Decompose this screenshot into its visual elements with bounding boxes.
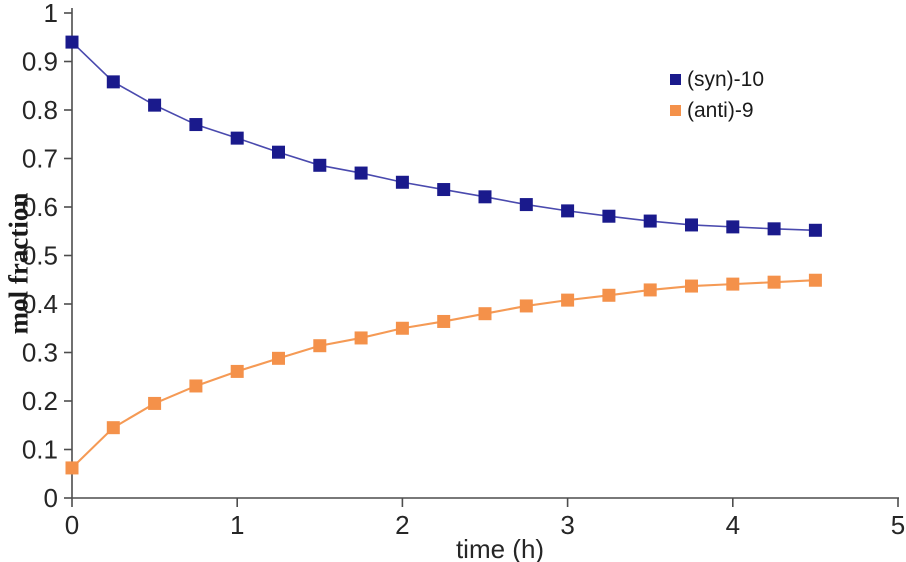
svg-text:0.8: 0.8 [22,95,58,125]
svg-text:1: 1 [230,510,244,540]
svg-text:0.7: 0.7 [22,144,58,174]
y-axis-title: mol fraction [3,192,34,335]
svg-text:5: 5 [891,510,905,540]
svg-text:0.3: 0.3 [22,338,58,368]
svg-text:0.2: 0.2 [22,386,58,416]
svg-text:3: 3 [560,510,574,540]
svg-text:0: 0 [65,510,79,540]
syn-10-swatch-icon [670,74,681,85]
svg-text:1: 1 [44,0,58,28]
x-axis-title: time (h) [455,534,545,562]
anti-9-swatch-icon [670,105,681,116]
legend-item-anti-9: (anti)-9 [670,95,764,126]
svg-text:0.6: 0.6 [22,192,58,222]
svg-text:0: 0 [44,483,58,513]
legend-label-anti-9: (anti)-9 [687,98,754,122]
svg-text:0.1: 0.1 [22,435,58,465]
legend-item-syn-10: (syn)-10 [670,64,764,95]
svg-text:2: 2 [395,510,409,540]
svg-text:0.9: 0.9 [22,47,58,77]
svg-text:0.4: 0.4 [22,289,58,319]
legend: (syn)-10 (anti)-9 [670,64,764,126]
svg-text:4: 4 [726,510,740,540]
svg-text:0.5: 0.5 [22,241,58,271]
legend-label-syn-10: (syn)-10 [687,67,765,91]
